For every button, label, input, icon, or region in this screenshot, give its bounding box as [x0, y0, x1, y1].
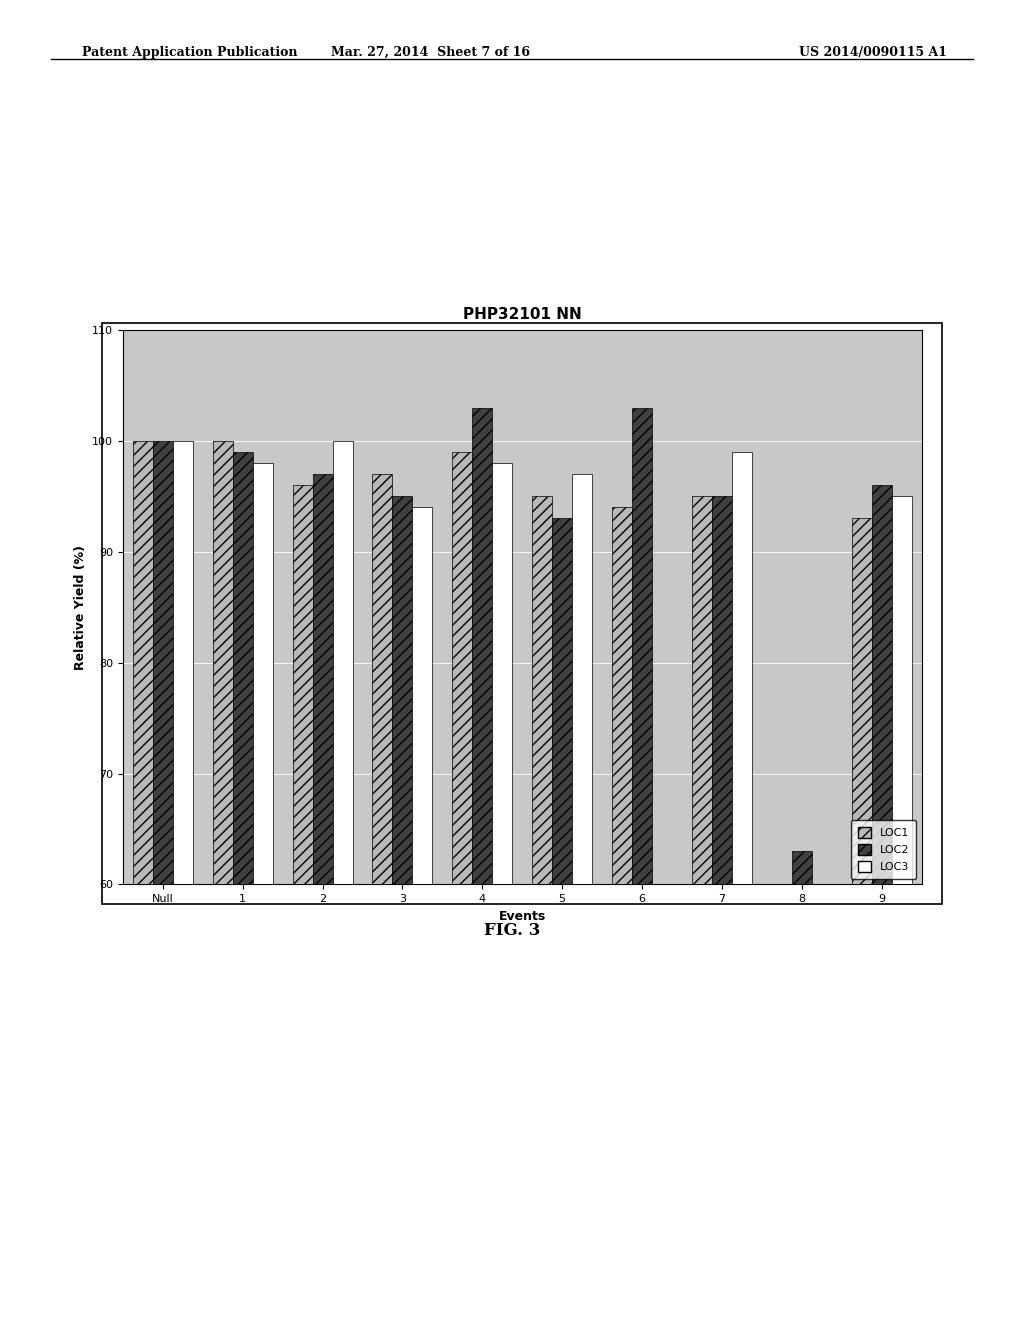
Legend: LOC1, LOC2, LOC3: LOC1, LOC2, LOC3: [851, 820, 916, 879]
Bar: [792, 851, 812, 1320]
Bar: [572, 474, 592, 1320]
Bar: [892, 496, 911, 1320]
Bar: [472, 408, 493, 1320]
Text: Patent Application Publication: Patent Application Publication: [82, 46, 297, 59]
Bar: [392, 496, 413, 1320]
Bar: [871, 486, 892, 1320]
Bar: [133, 441, 153, 1320]
Bar: [253, 463, 272, 1320]
Bar: [213, 441, 232, 1320]
Bar: [493, 463, 512, 1320]
Bar: [333, 441, 352, 1320]
Bar: [632, 408, 652, 1320]
Bar: [312, 474, 333, 1320]
Bar: [293, 486, 312, 1320]
Bar: [552, 519, 572, 1320]
Bar: [153, 441, 173, 1320]
Text: US 2014/0090115 A1: US 2014/0090115 A1: [799, 46, 947, 59]
X-axis label: Events: Events: [499, 909, 546, 923]
Bar: [712, 496, 732, 1320]
Bar: [532, 496, 552, 1320]
Bar: [173, 441, 193, 1320]
Bar: [373, 474, 392, 1320]
Title: PHP32101 NN: PHP32101 NN: [463, 306, 582, 322]
Bar: [732, 451, 752, 1320]
Bar: [692, 496, 712, 1320]
Bar: [413, 507, 432, 1320]
Text: FIG. 3: FIG. 3: [483, 923, 541, 939]
Bar: [232, 451, 253, 1320]
Bar: [453, 451, 472, 1320]
Bar: [852, 519, 871, 1320]
Bar: [612, 507, 632, 1320]
Y-axis label: Relative Yield (%): Relative Yield (%): [74, 545, 87, 669]
Text: Mar. 27, 2014  Sheet 7 of 16: Mar. 27, 2014 Sheet 7 of 16: [331, 46, 529, 59]
